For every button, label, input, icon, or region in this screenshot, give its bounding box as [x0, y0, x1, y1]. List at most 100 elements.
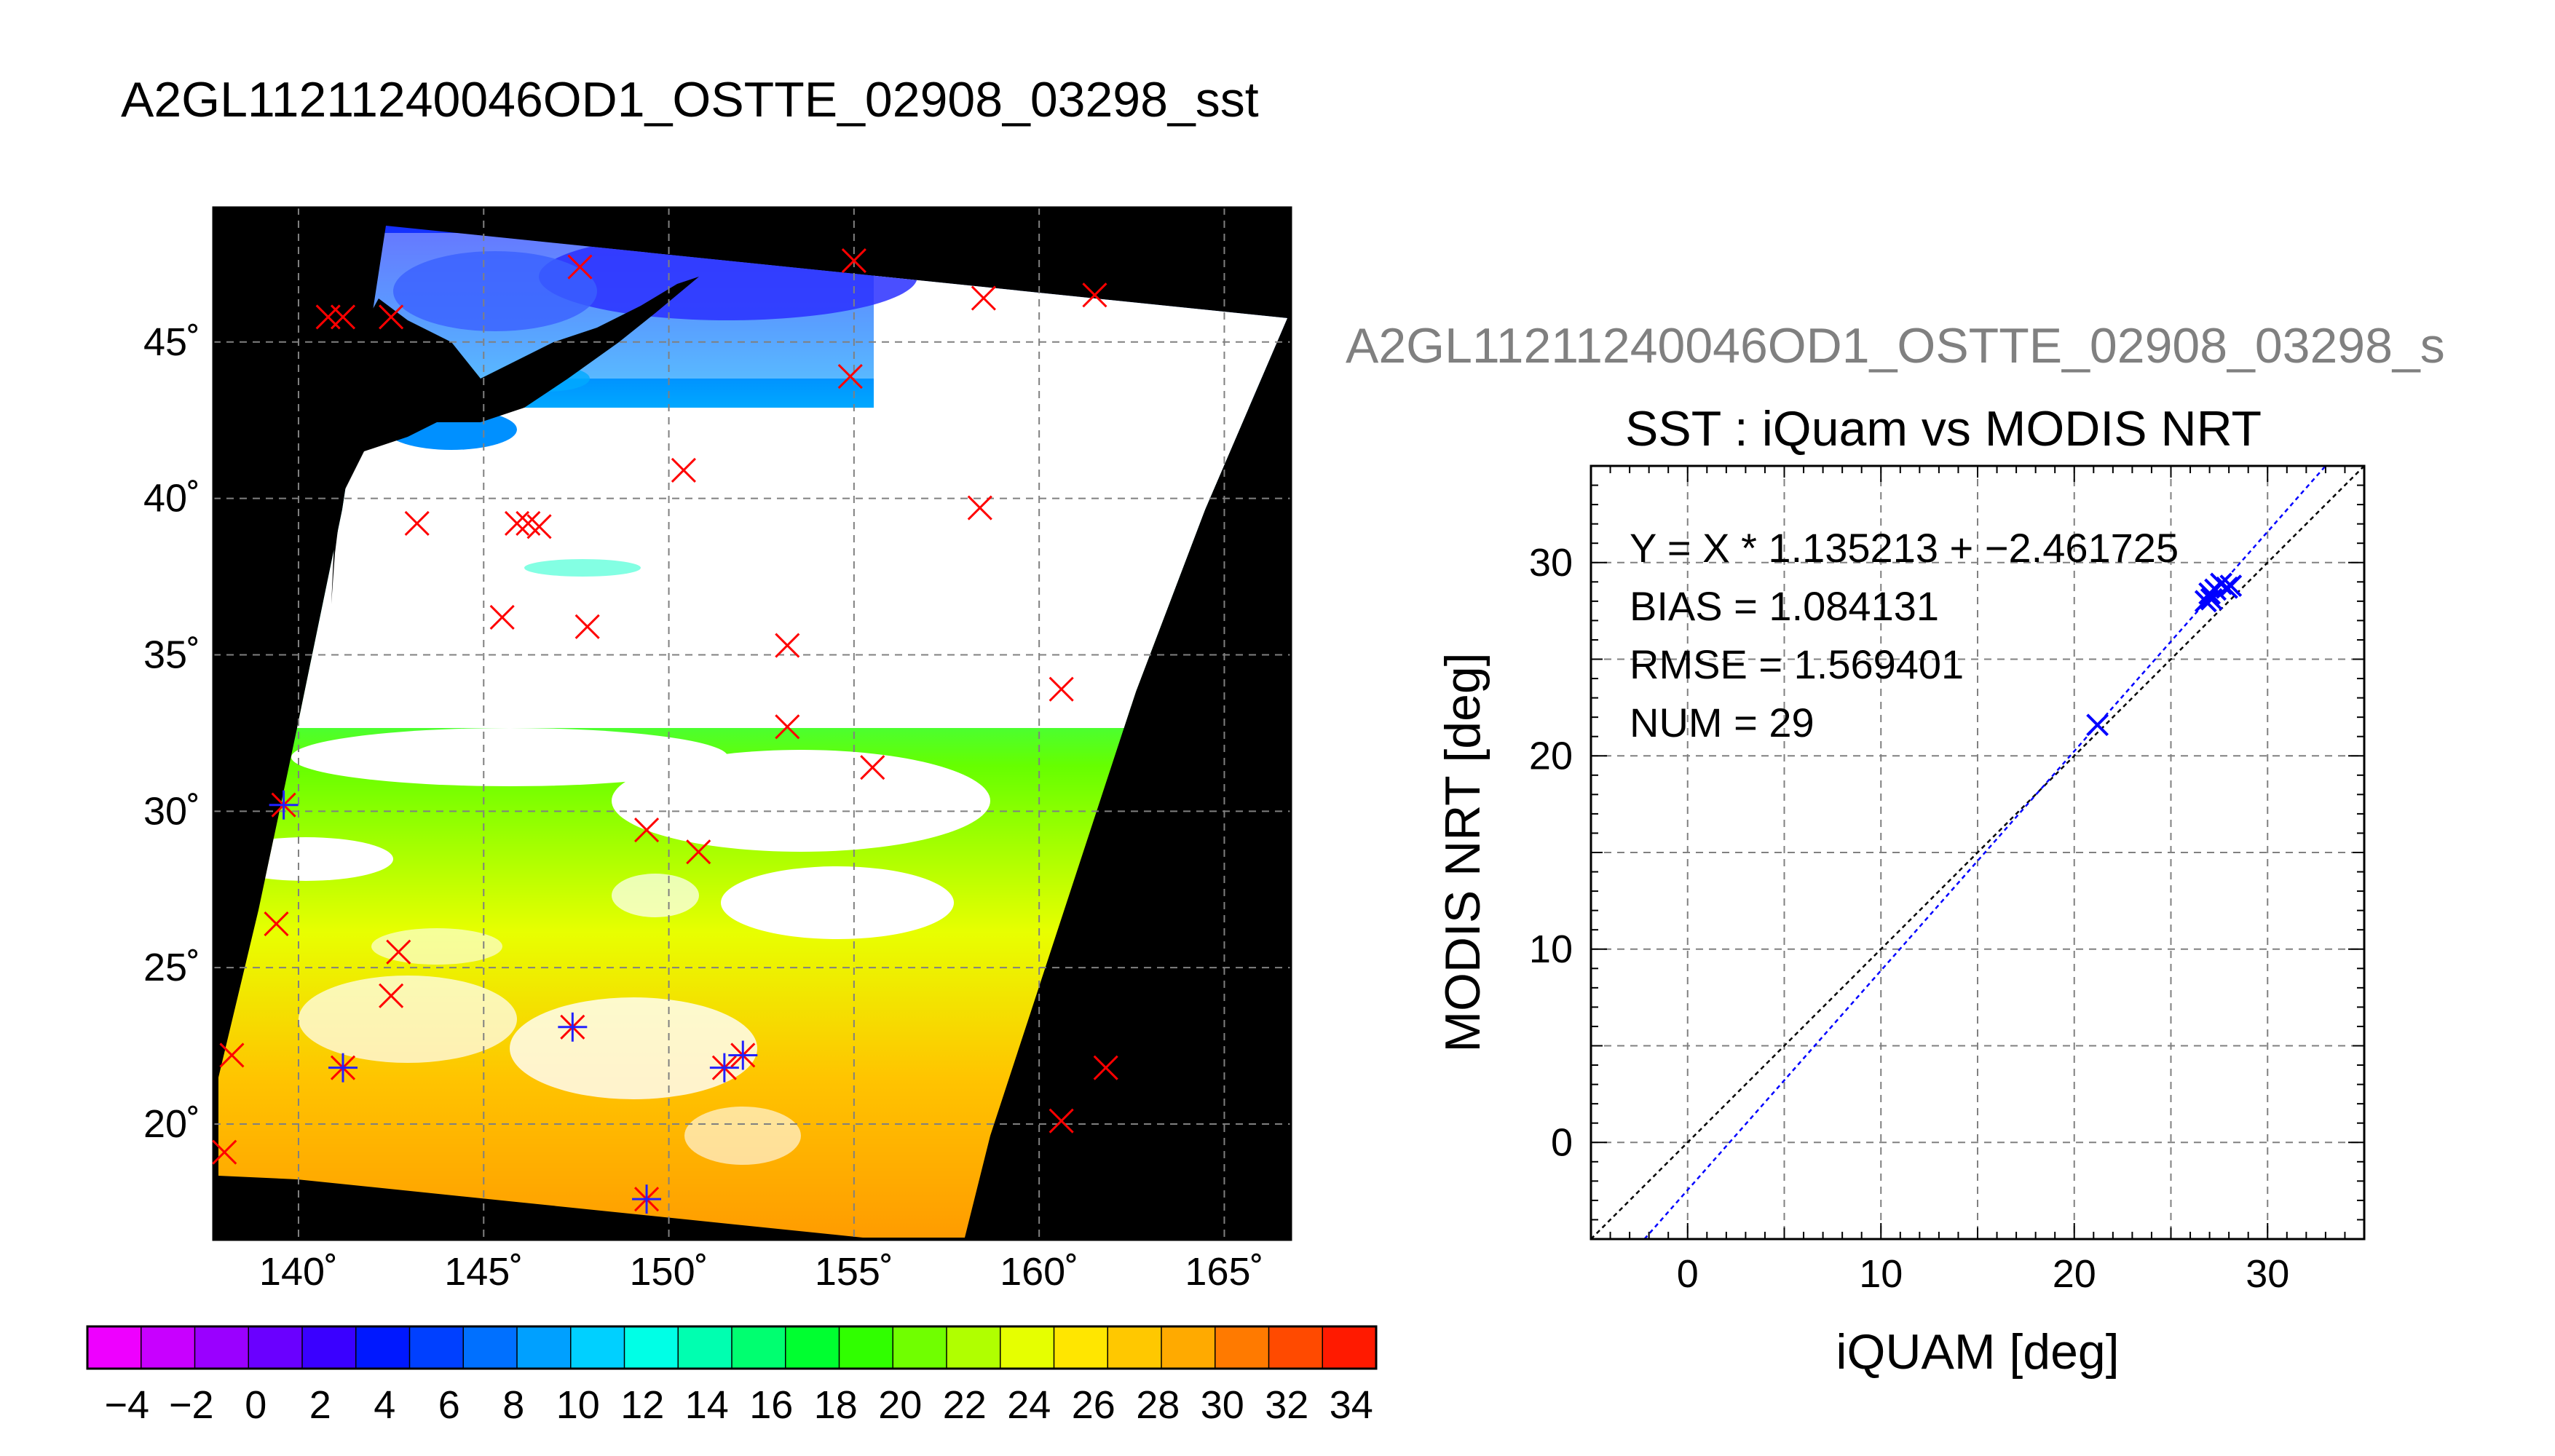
map-frame [212, 206, 1292, 1241]
matchup-marker [709, 1053, 739, 1083]
lon-tick-label: 160˚ [1000, 1250, 1078, 1294]
colorbar-tick-label: 22 [943, 1383, 987, 1427]
colorbar-tick-label: 20 [878, 1383, 922, 1427]
scatter-point [2200, 587, 2223, 611]
buoy-marker [489, 604, 515, 630]
scatter-title: SST : iQuam vs MODIS NRT [1625, 401, 2262, 456]
buoy-marker [504, 510, 530, 537]
matchup-marker [269, 790, 299, 820]
lon-tick-label: 140˚ [259, 1250, 338, 1294]
colorbar-cell [409, 1326, 464, 1369]
colorbar-tick-label: 26 [1072, 1383, 1115, 1427]
buoy-marker [219, 1042, 245, 1068]
lat-tick-labels: 45˚ 40˚ 35˚ 30˚ 25˚ 20˚ [143, 320, 200, 1146]
colorbar-cell [570, 1326, 625, 1369]
matchup-marker [632, 1184, 662, 1214]
colorbar-cell [1268, 1326, 1323, 1369]
colorbar-cell [355, 1326, 410, 1369]
scatter-point [2219, 574, 2243, 598]
colorbar-tick-label: −4 [104, 1383, 149, 1427]
buoy-marker [1093, 1055, 1118, 1080]
colorbar-cell [141, 1326, 195, 1369]
page-title: A2GL11211240046OD1_OSTTE_02908_03298_sst [121, 72, 1259, 127]
scatter-panel: A2GL11211240046OD1_OSTTE_02908_03298_s S… [1346, 318, 2445, 1380]
colorbar-tick-label: −2 [169, 1383, 214, 1427]
buoy-marker [775, 633, 800, 658]
lat-tick-label: 25˚ [143, 946, 200, 989]
colorbar-cell [947, 1326, 1001, 1369]
scatter-x-tick-label: 30 [2246, 1252, 2289, 1296]
scatter-point [2086, 713, 2109, 737]
colorbar-tick-label: 18 [814, 1383, 858, 1427]
colorbar-cell [732, 1326, 786, 1369]
scatter-x-axis-label: iQUAM [deg] [1836, 1324, 2119, 1380]
lon-tick-label: 145˚ [444, 1250, 523, 1294]
colorbar: −4 −2 0 2 4 6 8 10 12 14 16 18 20 22 24 26 28 30 32 34 [86, 1325, 1378, 1427]
identity-line [1590, 465, 2365, 1240]
colorbar-cell [248, 1326, 303, 1369]
scatter-x-tick-label: 10 [1859, 1252, 1903, 1296]
buoy-marker [775, 714, 800, 740]
buoy-marker [212, 1139, 237, 1165]
buoy-marker [686, 839, 711, 865]
matchup-marker [558, 1012, 588, 1042]
buoy-marker [379, 304, 404, 330]
colorbar-cells [87, 1326, 1377, 1369]
buoy-marker [837, 363, 863, 389]
colorbar-tick-label: 16 [749, 1383, 793, 1427]
matchup-marker [328, 1053, 358, 1083]
scatter-stats: Y = X * 1.135213 + −2.461725 BIAS = 1.08… [1630, 525, 2179, 745]
scatter-y-tick-label: 10 [1529, 927, 1573, 971]
scatter-y-tick-label: 20 [1529, 734, 1573, 778]
lon-tick-label: 155˚ [815, 1250, 893, 1294]
scatter-file-title: A2GL11211240046OD1_OSTTE_02908_03298_s [1346, 318, 2445, 373]
lat-tick-label: 45˚ [143, 320, 200, 364]
colorbar-cell [624, 1326, 679, 1369]
lat-tick-label: 30˚ [143, 789, 200, 833]
colorbar-cell [1161, 1326, 1216, 1369]
lat-tick-label: 35˚ [143, 633, 200, 676]
stat-num: NUM = 29 [1630, 700, 1814, 745]
colorbar-tick-label: 28 [1136, 1383, 1180, 1427]
colorbar-tick-label: 8 [502, 1383, 524, 1427]
colorbar-cell [1322, 1326, 1377, 1369]
scatter-x-tick-label: 20 [2053, 1252, 2096, 1296]
buoy-marker [1082, 282, 1107, 308]
colorbar-tick-label: 30 [1201, 1383, 1244, 1427]
colorbar-cell [194, 1326, 249, 1369]
colorbar-cell [1215, 1326, 1269, 1369]
colorbar-tick-label: 2 [309, 1383, 331, 1427]
colorbar-cell [463, 1326, 518, 1369]
lon-tick-label: 165˚ [1185, 1250, 1263, 1294]
land-mass [331, 277, 699, 604]
buoy-marker [574, 614, 600, 639]
buoy-marker [841, 248, 866, 274]
stat-rmse: RMSE = 1.569401 [1630, 641, 1964, 687]
scatter-x-tick-label: 0 [1677, 1252, 1699, 1296]
colorbar-tick-label: 24 [1007, 1383, 1051, 1427]
matchup-marker [728, 1040, 758, 1070]
colorbar-frame [86, 1325, 1378, 1370]
colorbar-cell [87, 1326, 142, 1369]
colorbar-cell [678, 1326, 732, 1369]
scatter-points [2086, 572, 2243, 737]
colorbar-tick-label: 6 [438, 1383, 460, 1427]
lat-tick-label: 20˚ [143, 1102, 200, 1146]
colorbar-labels: −4 −2 0 2 4 6 8 10 12 14 16 18 20 22 24 26 28 30 32 34 [104, 1383, 1373, 1427]
lon-tick-label: 150˚ [630, 1250, 708, 1294]
buoy-marker [330, 304, 356, 330]
colorbar-tick-label: 32 [1265, 1383, 1308, 1427]
buoy-marker [379, 983, 404, 1008]
colorbar-tick-label: 14 [685, 1383, 729, 1427]
buoy-marker [967, 495, 992, 521]
scatter-y-tick-label: 30 [1529, 541, 1573, 585]
colorbar-tick-label: 34 [1330, 1383, 1373, 1427]
colorbar-tick-label: 0 [245, 1383, 266, 1427]
map-markers [212, 248, 1118, 1214]
scatter-y-axis-label: MODIS NRT [deg] [1435, 652, 1490, 1052]
colorbar-cell [1107, 1326, 1162, 1369]
sst-map: 140˚ 145˚ 150˚ 155˚ 160˚ 165˚ 45˚ 40˚ 35˚ 30˚ 25˚… [143, 206, 1292, 1294]
colorbar-tick-label: 12 [620, 1383, 664, 1427]
buoy-marker [971, 285, 996, 311]
buoy-marker [567, 254, 593, 280]
